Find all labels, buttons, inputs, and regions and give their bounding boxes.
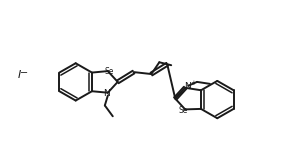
- Text: I: I: [18, 70, 21, 80]
- Text: N: N: [103, 89, 110, 98]
- Text: −: −: [20, 68, 28, 78]
- Text: N: N: [184, 82, 190, 91]
- Text: +: +: [190, 80, 196, 86]
- Text: Se: Se: [179, 106, 188, 115]
- Text: Se: Se: [104, 67, 113, 76]
